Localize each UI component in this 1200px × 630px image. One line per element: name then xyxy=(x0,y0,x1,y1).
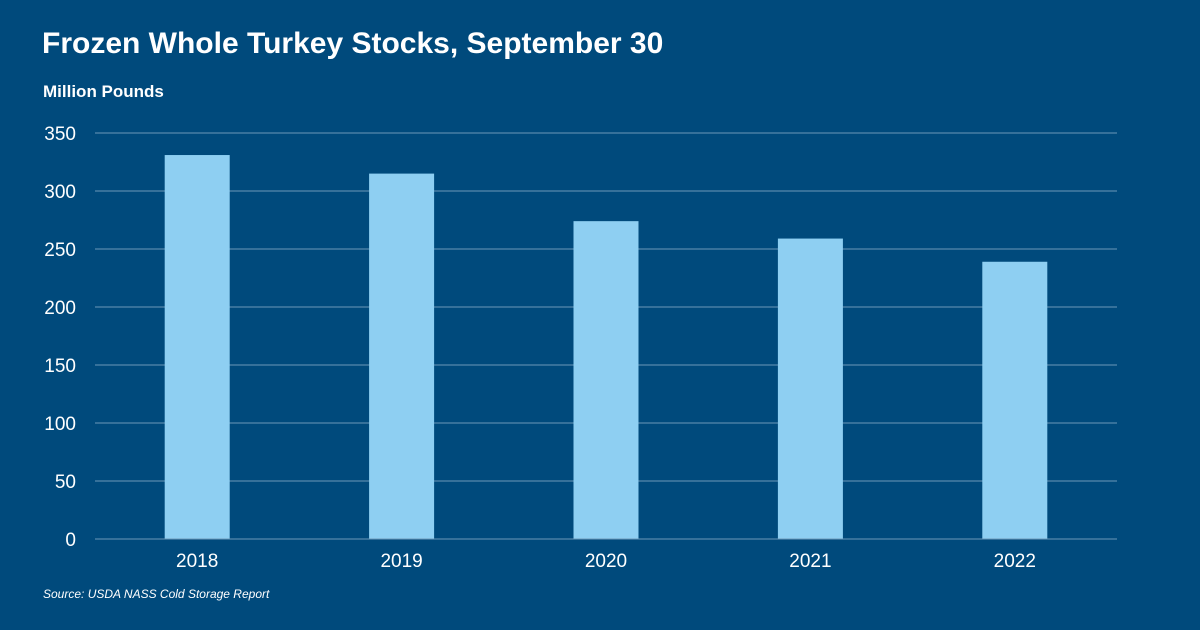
bar-2021 xyxy=(777,238,843,539)
y-tick-label: 50 xyxy=(55,472,76,493)
bar-2020 xyxy=(573,221,639,539)
y-tick-label: 0 xyxy=(65,530,76,551)
y-axis-unit-label: Million Pounds xyxy=(43,82,164,101)
bar-2018 xyxy=(164,155,230,540)
x-tick-label: 2019 xyxy=(380,551,422,572)
y-tick-label: 200 xyxy=(44,298,76,319)
bar-2019 xyxy=(369,173,435,539)
source-note: Source: USDA NASS Cold Storage Report xyxy=(43,587,270,601)
y-tick-label: 150 xyxy=(44,356,76,377)
y-tick-label: 300 xyxy=(44,182,76,203)
x-tick-label: 2022 xyxy=(994,551,1036,572)
y-tick-label: 250 xyxy=(44,240,76,261)
x-tick-label: 2018 xyxy=(176,551,218,572)
y-tick-label: 100 xyxy=(44,414,76,435)
y-tick-label: 350 xyxy=(44,124,76,145)
bar-2022 xyxy=(982,261,1048,539)
x-tick-label: 2021 xyxy=(789,551,831,572)
chart-title: Frozen Whole Turkey Stocks, September 30 xyxy=(42,27,664,60)
x-tick-label: 2020 xyxy=(585,551,627,572)
